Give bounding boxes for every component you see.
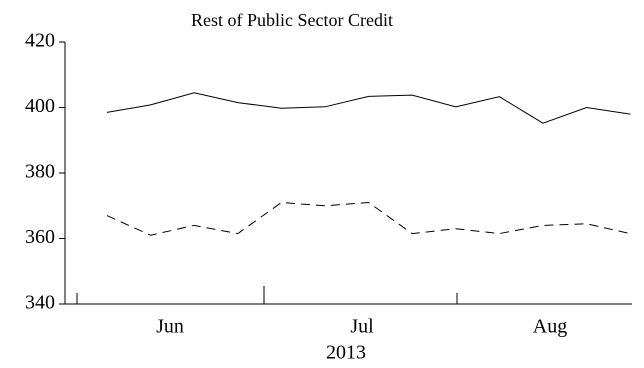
y-tick-label: 360 <box>25 226 55 248</box>
y-tick-label: 420 <box>25 30 55 52</box>
x-axis-label: 2013 <box>326 342 366 364</box>
y-tick-label: 380 <box>25 161 55 183</box>
data-line <box>106 201 631 236</box>
x-tick-label: Jul <box>350 316 374 338</box>
x-tick-label: Aug <box>533 316 567 338</box>
data-line <box>106 92 631 124</box>
y-tick-label: 340 <box>25 292 55 314</box>
y-tick-label: 400 <box>25 95 55 117</box>
chart-title: Rest of Public Sector Credit <box>191 10 393 30</box>
x-tick-label: Jun <box>156 316 184 338</box>
